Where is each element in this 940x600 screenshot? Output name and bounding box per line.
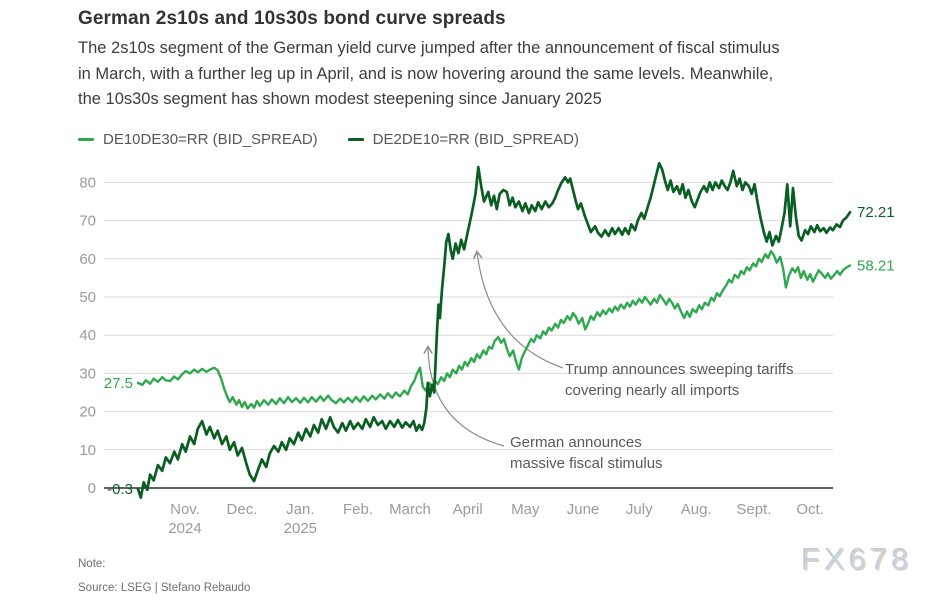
fx678-watermark: FX678 (800, 541, 912, 576)
y-tick-label: 0 (88, 480, 96, 497)
x-tick-label: Dec. (227, 501, 258, 518)
x-tick-label: Aug. (681, 501, 712, 518)
tariffs-arrow (477, 252, 564, 369)
x-tick-label: June (567, 501, 600, 518)
y-tick-label: 30 (79, 365, 96, 382)
gridlines (104, 181, 833, 489)
x-tick-label: Jan. (286, 501, 314, 518)
y-tick-label: 80 (79, 174, 96, 191)
tariffs-annotation-text: Trump announces sweeping tariffs covering… (565, 361, 793, 399)
x-tick-label: Nov. (170, 501, 200, 518)
legend-item-0: DE10DE30=RR (BID_SPREAD) (78, 131, 318, 148)
y-tick-label: 10 (79, 442, 96, 459)
y-tick-label: 20 (79, 404, 96, 421)
y-tick-label: 70 (79, 213, 96, 230)
source-credit: Source: LSEG | Stefano Rebaudo (78, 582, 251, 594)
x-tick-label: May (511, 501, 540, 518)
page-title: German 2s10s and 10s30s bond curve sprea… (78, 8, 506, 29)
x-tick-label: July (626, 501, 653, 518)
y-tick-label: 50 (79, 289, 96, 306)
stimulus-annotation-text: German announces massive fiscal stimulus (510, 434, 663, 472)
chart-legend: DE10DE30=RR (BID_SPREAD) DE2DE10=RR (BID_… (78, 131, 579, 148)
series-end-value: 58.21 (857, 258, 895, 275)
annotations: Trump announces sweeping tariffs covering… (428, 252, 793, 472)
series-end-value: 72.21 (857, 204, 895, 221)
legend-item-1: DE2DE10=RR (BID_SPREAD) (347, 131, 579, 148)
series-line-0 (136, 249, 852, 410)
x-tick-label: Oct. (796, 501, 824, 518)
axis-labels: 0 10 20 30 40 50 60 70 80 Nov. 2024 Dec. Jan. 2025 Feb… (79, 174, 824, 537)
series-line-1 (136, 161, 852, 499)
y-tick-label: 60 (79, 251, 96, 268)
x-tick-label: April (453, 501, 483, 518)
x-tick-year-label: 2024 (168, 520, 201, 537)
series-lines (136, 161, 852, 499)
value-labels: 27.5 58.21 -0.3 72.21 (104, 204, 895, 498)
y-tick-label: 40 (79, 327, 96, 344)
chart-subtitle: The 2s10s segment of the German yield cu… (78, 39, 780, 108)
stimulus-arrow (428, 347, 505, 447)
x-tick-label: March (389, 501, 431, 518)
legend-swatch-icon (78, 138, 94, 141)
x-tick-label: Feb. (343, 501, 373, 518)
note-label: Note: (78, 558, 106, 570)
legend-swatch-icon (347, 138, 364, 141)
x-tick-label: Sept. (736, 501, 771, 518)
legend-label: DE2DE10=RR (BID_SPREAD) (372, 131, 579, 148)
series-start-value: 27.5 (104, 375, 133, 392)
legend-label: DE10DE30=RR (BID_SPREAD) (103, 131, 318, 148)
x-tick-year-label: 2025 (284, 520, 317, 537)
series-start-value: -0.3 (107, 481, 133, 498)
